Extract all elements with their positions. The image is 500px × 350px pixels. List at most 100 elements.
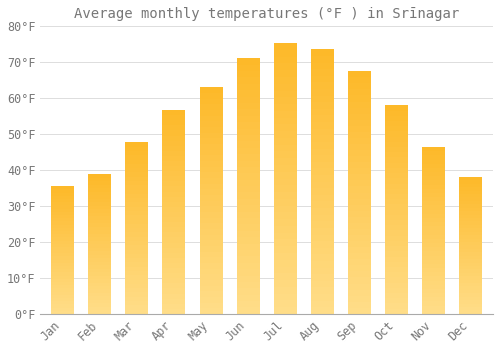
Bar bbox=[162, 288, 186, 294]
Bar bbox=[51, 250, 74, 253]
Bar bbox=[311, 241, 334, 248]
Bar bbox=[51, 193, 74, 196]
Bar bbox=[236, 237, 260, 244]
Bar bbox=[162, 273, 186, 278]
Bar bbox=[348, 144, 371, 150]
Bar bbox=[126, 211, 148, 215]
Bar bbox=[348, 89, 371, 96]
Bar bbox=[51, 301, 74, 304]
Bar bbox=[422, 272, 445, 276]
Bar bbox=[460, 180, 482, 184]
Bar bbox=[422, 231, 445, 234]
Bar bbox=[422, 280, 445, 285]
Bar bbox=[385, 178, 408, 183]
Bar bbox=[385, 116, 408, 121]
Bar bbox=[274, 172, 296, 178]
Bar bbox=[200, 206, 222, 212]
Bar bbox=[88, 192, 111, 195]
Bar bbox=[460, 266, 482, 270]
Bar bbox=[51, 308, 74, 311]
Bar bbox=[348, 241, 371, 247]
Bar bbox=[311, 162, 334, 168]
Bar bbox=[311, 155, 334, 162]
Bar bbox=[348, 271, 371, 278]
Bar bbox=[126, 173, 148, 177]
Bar bbox=[311, 109, 334, 116]
Bar bbox=[348, 253, 371, 259]
Bar bbox=[460, 242, 482, 245]
Bar bbox=[236, 282, 260, 288]
Bar bbox=[88, 174, 111, 178]
Bar bbox=[162, 131, 186, 135]
Bar bbox=[126, 194, 148, 198]
Bar bbox=[348, 150, 371, 156]
Bar bbox=[162, 212, 186, 217]
Bar bbox=[385, 163, 408, 168]
Bar bbox=[274, 158, 296, 165]
Bar bbox=[162, 156, 186, 161]
Bar bbox=[88, 251, 111, 254]
Bar bbox=[348, 71, 371, 77]
Bar bbox=[422, 234, 445, 239]
Bar bbox=[385, 152, 408, 158]
Bar bbox=[348, 296, 371, 302]
Bar bbox=[88, 213, 111, 216]
Bar bbox=[311, 116, 334, 122]
Bar bbox=[88, 258, 111, 261]
Bar bbox=[422, 197, 445, 201]
Bar bbox=[126, 267, 148, 271]
Bar bbox=[51, 215, 74, 218]
Bar bbox=[311, 122, 334, 129]
Bar bbox=[385, 132, 408, 136]
Bar bbox=[348, 138, 371, 144]
Bar bbox=[460, 252, 482, 256]
Bar bbox=[311, 294, 334, 301]
Bar bbox=[460, 287, 482, 290]
Bar bbox=[200, 104, 222, 110]
Bar bbox=[162, 232, 186, 237]
Bar bbox=[460, 307, 482, 310]
Bar bbox=[88, 254, 111, 258]
Bar bbox=[311, 182, 334, 188]
Bar bbox=[422, 147, 445, 151]
Bar bbox=[51, 221, 74, 225]
Bar bbox=[311, 76, 334, 82]
Bar bbox=[460, 211, 482, 215]
Bar bbox=[162, 253, 186, 258]
Bar bbox=[51, 282, 74, 285]
Bar bbox=[385, 272, 408, 278]
Bar bbox=[460, 228, 482, 232]
Bar bbox=[236, 90, 260, 97]
Bar bbox=[348, 302, 371, 308]
Bar bbox=[51, 247, 74, 250]
Bar bbox=[385, 183, 408, 189]
Bar bbox=[200, 178, 222, 184]
Bar bbox=[126, 258, 148, 262]
Bar bbox=[51, 202, 74, 205]
Bar bbox=[460, 262, 482, 266]
Bar bbox=[422, 276, 445, 280]
Bar bbox=[51, 304, 74, 308]
Bar bbox=[200, 127, 222, 133]
Bar bbox=[348, 211, 371, 217]
Bar bbox=[88, 230, 111, 234]
Bar bbox=[274, 266, 296, 273]
Bar bbox=[311, 274, 334, 281]
Bar bbox=[274, 118, 296, 124]
Bar bbox=[236, 295, 260, 301]
Bar bbox=[422, 293, 445, 297]
Bar bbox=[162, 191, 186, 197]
Bar bbox=[274, 192, 296, 199]
Bar bbox=[460, 204, 482, 208]
Bar bbox=[88, 227, 111, 230]
Bar bbox=[274, 165, 296, 172]
Bar bbox=[460, 184, 482, 187]
Bar bbox=[274, 124, 296, 131]
Bar bbox=[236, 199, 260, 205]
Bar bbox=[311, 129, 334, 135]
Bar bbox=[348, 162, 371, 168]
Bar bbox=[51, 292, 74, 295]
Bar bbox=[51, 263, 74, 266]
Bar bbox=[200, 133, 222, 138]
Bar bbox=[348, 278, 371, 284]
